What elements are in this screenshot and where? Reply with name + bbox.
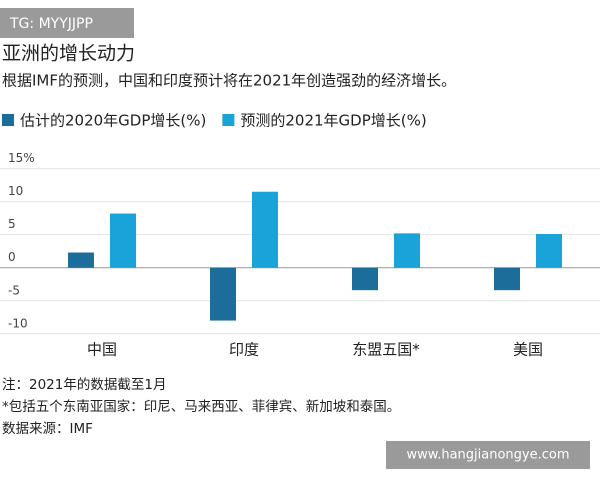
bar [252,191,278,268]
y-tick-label: -5 [8,283,20,297]
tag-box [0,8,134,38]
bar [68,252,94,268]
y-tick-label: 15% [8,151,35,165]
bar [352,267,378,291]
bar [210,267,236,321]
legend-label: 估计的2020年GDP增长(%) [20,112,206,130]
x-tick-label: 东盟五国* [352,341,420,359]
x-tick-label: 美国 [513,341,543,359]
bar [110,213,136,268]
bar [394,233,420,268]
y-tick-label: -10 [8,316,28,330]
bar [536,234,562,268]
x-tick-label: 中国 [87,341,117,359]
x-tick-label: 印度 [229,341,259,359]
legend-label: 预测的2021年GDP增长(%) [240,112,426,130]
tag: TG: MYYJJPP [9,16,93,32]
watermark: www.hangjianongye.com [407,448,570,463]
bar [494,267,520,291]
y-tick-label: 0 [8,250,16,264]
chart-title: 亚洲的增长动力 [2,43,135,65]
watermark-box [386,441,590,469]
legend-swatch [222,114,235,126]
note: 数据来源：IMF [2,421,93,437]
note: *包括五个东南亚国家：印尼、马来西亚、菲律宾、新加坡和泰国。 [2,398,400,415]
y-tick-label: 5 [8,217,16,231]
chart-subtitle: 根据IMF的预测，中国和印度预计将在2021年创造强劲的经济增长。 [2,72,456,90]
y-tick-label: 10 [8,184,23,198]
note: 注：2021年的数据截至1月 [2,377,166,393]
legend-swatch [2,114,14,126]
